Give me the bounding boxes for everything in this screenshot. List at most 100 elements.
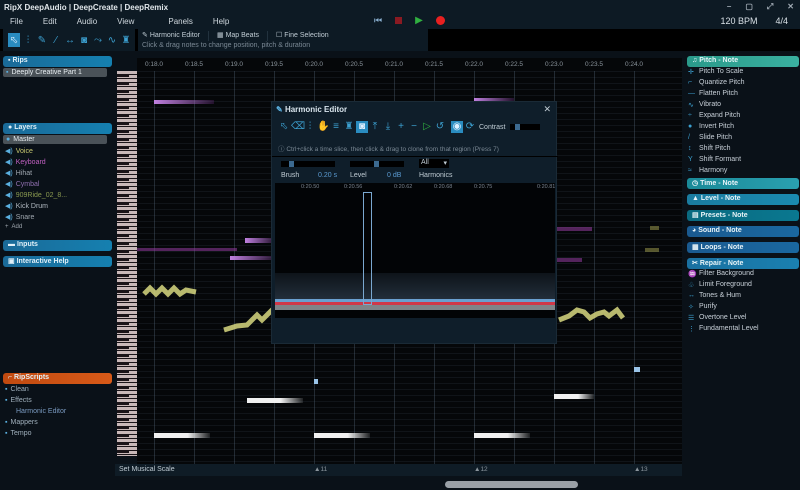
repair-note-header[interactable]: ✂ Repair - Note	[687, 258, 799, 269]
contrast-slider[interactable]	[510, 124, 541, 130]
lines-icon[interactable]: ≡	[333, 121, 339, 132]
shift-formant[interactable]: Y Shift Formant	[688, 156, 742, 163]
ripscripts-header[interactable]: ⌐ RipScripts	[3, 373, 112, 384]
layer-cymbal[interactable]: ◀) Cymbal	[5, 180, 40, 189]
note-keyboard[interactable]	[245, 238, 275, 243]
script-harmonic-editor[interactable]: Harmonic Editor	[16, 408, 67, 415]
note-keyboard[interactable]	[154, 100, 214, 104]
eraser-icon[interactable]: ⌫	[291, 121, 306, 132]
dialog-close-button[interactable]: ✕	[543, 104, 551, 114]
pitch-note-header[interactable]: ♫ Pitch - Note	[687, 56, 799, 67]
note-keyboard[interactable]	[137, 248, 237, 251]
vibrato[interactable]: ∿ Vibrato	[688, 101, 722, 109]
layer-hihat[interactable]: ◀) Hihat	[5, 169, 33, 178]
note-cymbal[interactable]	[645, 248, 659, 252]
purify[interactable]: ✧ Purify	[688, 303, 717, 311]
fullscreen-button[interactable]: ⤢	[766, 2, 774, 11]
presets-note-header[interactable]: ▤ Presets - Note	[687, 210, 799, 221]
select-tool-icon[interactable]: ⬁	[8, 33, 20, 47]
split-tool-icon[interactable]: ⫶	[26, 34, 30, 46]
limit-foreground[interactable]: ♧ Limit Foreground	[688, 281, 752, 289]
set-musical-scale-button[interactable]: Set Musical Scale	[119, 466, 175, 473]
harmonic-tool-icon[interactable]: ♜	[121, 34, 131, 46]
hand-icon[interactable]: ✋	[317, 121, 330, 132]
rips-header[interactable]: ▪ Rips	[3, 56, 112, 67]
time-signature[interactable]: 4/4	[775, 16, 788, 26]
note-snare[interactable]	[554, 394, 594, 399]
harmonic-spectrogram[interactable]: 0:20.50 0:20.56 0:20.62 0:20.68 0:20.75 …	[275, 183, 555, 318]
fine-selection-checkbox[interactable]: ☐ Fine Selection	[276, 32, 329, 39]
slide-tool-icon[interactable]: ⤳	[94, 34, 102, 46]
close-button[interactable]: ✕	[787, 2, 794, 11]
interactive-help-header[interactable]: ▣ Interactive Help	[3, 256, 112, 267]
menu-edit[interactable]: Edit	[42, 16, 57, 26]
minus-icon[interactable]: −	[411, 121, 417, 132]
filter-background[interactable]: ♒ Filter Background	[688, 270, 754, 278]
brush-tool-icon[interactable]: ⁄	[55, 34, 57, 46]
plus-icon[interactable]: +	[398, 121, 404, 132]
script-folder-mappers[interactable]: ▪ Mappers	[5, 419, 38, 426]
record-icon[interactable]	[435, 16, 445, 25]
invert-pitch[interactable]: ● Invert Pitch	[688, 123, 735, 130]
play-icon[interactable]: ▷	[423, 121, 431, 132]
bpm-display[interactable]: 120 BPM	[720, 16, 758, 26]
shift-pitch[interactable]: ↕ Shift Pitch	[688, 145, 731, 152]
pitch-to-scale[interactable]: ✛ Pitch To Scale	[688, 68, 744, 76]
note-keyboard[interactable]	[557, 227, 592, 231]
minimize-button[interactable]: –	[726, 2, 732, 11]
stop-icon[interactable]	[395, 17, 403, 24]
menu-audio[interactable]: Audio	[76, 16, 98, 26]
note-keyboard[interactable]	[557, 258, 582, 262]
layer-master[interactable]: ● Master	[3, 135, 107, 144]
overtone-level[interactable]: ☰ Overtone Level	[688, 314, 747, 322]
menu-help[interactable]: Help	[212, 16, 230, 26]
inputs-header[interactable]: ▬ Inputs	[3, 240, 112, 251]
rewind-icon[interactable]: ⏮	[374, 15, 383, 25]
note-snare[interactable]	[247, 398, 303, 403]
rip-item[interactable]: ▪ Deeply Creative Part 1	[3, 68, 107, 77]
maximize-button[interactable]: ▢	[745, 2, 753, 11]
script-folder-effects[interactable]: ▪ Effects	[5, 397, 32, 404]
harmonic-editor-button[interactable]: ✎ Harmonic Editor	[142, 32, 200, 39]
script-folder-clean[interactable]: ▪ Clean	[5, 386, 29, 393]
note-keyboard[interactable]	[230, 256, 275, 260]
horizontal-scrollbar[interactable]	[445, 481, 578, 488]
add-layer-button[interactable]: + Add	[5, 224, 23, 230]
vibrato-tool-icon[interactable]: ∿	[107, 34, 117, 46]
loops-note-header[interactable]: ▦ Loops - Note	[687, 242, 799, 253]
harmonic-icon[interactable]: ♜	[344, 121, 354, 132]
lower-icon[interactable]: ⤓	[385, 121, 391, 132]
menu-panels[interactable]: Panels	[168, 16, 193, 26]
time-slice-selection[interactable]	[363, 192, 372, 305]
level-note-header[interactable]: ▲ Level - Note	[687, 194, 799, 205]
piano-keyboard[interactable]	[117, 71, 137, 456]
history-icon[interactable]: ↺	[435, 121, 445, 132]
brush-slider[interactable]	[281, 161, 335, 167]
script-folder-tempo[interactable]: ▪ Tempo	[5, 430, 32, 437]
camera-tool-icon[interactable]: ◙	[80, 34, 88, 46]
harmonics-select[interactable]: All ▾	[419, 159, 449, 168]
harmony[interactable]: ≈ Harmony	[688, 167, 728, 174]
fundamental-level[interactable]: ⋮ Fundamental Level	[688, 325, 759, 333]
menu-view[interactable]: View	[117, 16, 135, 26]
note-cymbal[interactable]	[650, 226, 659, 230]
layer-snare[interactable]: ◀) Snare	[5, 213, 35, 222]
note-hihat[interactable]	[314, 379, 318, 384]
refresh-icon[interactable]: ⟳	[465, 121, 475, 132]
sliders-icon[interactable]: ⫶	[308, 121, 312, 132]
slide-pitch[interactable]: / Slide Pitch	[688, 134, 733, 141]
flatten-pitch[interactable]: — Flatten Pitch	[688, 90, 738, 97]
layer-kick-drum[interactable]: ◀) Kick Drum	[5, 202, 48, 211]
note-kick-drum[interactable]	[154, 433, 210, 438]
note-kick-drum[interactable]	[314, 433, 370, 438]
quantize-pitch[interactable]: ⌐ Quantize Pitch	[688, 79, 745, 86]
note-hihat[interactable]	[634, 367, 640, 372]
level-slider[interactable]	[350, 161, 404, 167]
layer-voice[interactable]: ◀) Voice	[5, 147, 33, 156]
sound-note-header[interactable]: ◕ Sound - Note	[687, 226, 799, 237]
map-beats-button[interactable]: ▦ Map Beats	[217, 32, 260, 39]
play-icon[interactable]: ▶	[415, 15, 423, 26]
layer-909ride[interactable]: ◀) 909Ride_02_8...	[5, 191, 68, 200]
eye-icon[interactable]: ◉	[451, 121, 463, 133]
expand-pitch[interactable]: ÷ Expand Pitch	[688, 112, 741, 119]
